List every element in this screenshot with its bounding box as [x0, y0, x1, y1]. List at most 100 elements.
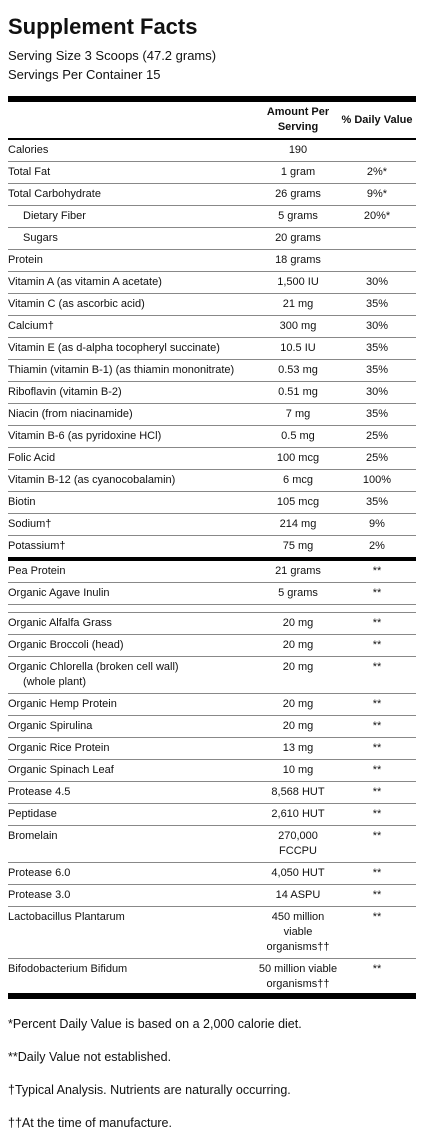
nutrient-name-text: Calories — [8, 144, 49, 156]
nutrient-daily-value: 25% — [338, 447, 416, 470]
nutrient-amount: 270,000 FCCPU — [258, 825, 338, 863]
nutrient-name-text: Vitamin E (as d-alpha tocopheryl succina… — [8, 342, 220, 354]
table-row: Calories 190 — [8, 139, 416, 162]
nutrients-section: Calories 190 Total Fat 1 gram 2%* Total Carbo… — [8, 139, 416, 561]
nutrient-name-text: Folic Acid — [8, 452, 56, 464]
table-row: Organic Alfalfa Grass 20 mg ** — [8, 612, 416, 635]
nutrient-name-text: Organic Broccoli (head) — [8, 639, 124, 651]
nutrient-daily-value: 35% — [338, 491, 416, 514]
nutrient-name-text: Organic Spinach Leaf — [8, 764, 114, 776]
nutrient-amount: 21 mg — [258, 293, 338, 316]
nutrient-amount-text: 1,500 IU — [277, 276, 319, 288]
table-row: Protein 18 grams — [8, 249, 416, 272]
nutrient-name-text: Organic Rice Protein — [8, 742, 110, 754]
table-row: Sodium† 214 mg 9% — [8, 513, 416, 536]
table-row: Folic Acid 100 mcg 25% — [8, 447, 416, 470]
nutrient-daily-value: 9%* — [338, 183, 416, 206]
table-row: Protease 3.0 14 ASPU ** — [8, 884, 416, 907]
nutrient-name: Organic Alfalfa Grass — [8, 612, 258, 635]
footnote: †Typical Analysis. Nutrients are natural… — [8, 1083, 291, 1097]
nutrient-amount: 4,050 HUT — [258, 862, 338, 885]
nutrient-name: Biotin — [8, 491, 258, 514]
nutrient-amount-text: viable — [283, 926, 313, 938]
nutrient-name: Protein — [8, 249, 258, 272]
nutrient-amount-text: 6 mcg — [283, 474, 313, 486]
nutrient-amount-text: organisms†† — [266, 978, 330, 990]
footnotes: *Percent Daily Value is based on a 2,000… — [8, 1015, 416, 1147]
table-row: Lactobacillus Plantarum 450 million viable… — [8, 906, 416, 959]
table-row: Potassium† 75 mg 2% — [8, 535, 416, 561]
nutrient-name: Vitamin E (as d-alpha tocopheryl succina… — [8, 337, 258, 360]
nutrient-name-text: Biotin — [8, 496, 36, 508]
nutrient-amount-text: 7 mg — [285, 408, 311, 420]
table-row: Bifodobacterium Bifidum 50 million viable… — [8, 958, 416, 996]
nutrient-name-text: Lactobacillus Plantarum — [8, 911, 125, 923]
nutrient-amount-text: 300 mg — [279, 320, 317, 332]
nutrient-amount: 20 mg — [258, 693, 338, 716]
section-spacer — [8, 604, 416, 613]
footnote: *Percent Daily Value is based on a 2,000… — [8, 1017, 302, 1031]
nutrient-amount-text: FCCPU — [279, 845, 317, 857]
nutrient-amount-text: 21 grams — [275, 565, 321, 577]
nutrient-name: Vitamin C (as ascorbic acid) — [8, 293, 258, 316]
nutrient-amount-text: 20 grams — [275, 232, 321, 244]
table-row: Vitamin B-12 (as cyanocobalamin) 6 mcg 100… — [8, 469, 416, 492]
nutrient-daily-value: 30% — [338, 315, 416, 338]
nutrient-amount: 450 million viable organisms†† — [258, 906, 338, 959]
nutrient-amount-text: 1 gram — [280, 166, 316, 178]
nutrient-name-text: Total Carbohydrate — [8, 188, 101, 200]
nutrient-amount: 5 grams — [258, 205, 338, 228]
nutrient-amount: 2,610 HUT — [258, 803, 338, 826]
nutrient-name: Lactobacillus Plantarum — [8, 906, 258, 959]
nutrient-name: Folic Acid — [8, 447, 258, 470]
nutrient-name-text: Organic Spirulina — [8, 720, 93, 732]
nutrient-name-text: (whole plant) — [23, 676, 86, 688]
nutrient-amount-text: 20 mg — [282, 661, 314, 673]
footnote: ††At the time of manufacture. — [8, 1116, 172, 1130]
nutrient-daily-value: 35% — [338, 293, 416, 316]
table-row: Vitamin C (as ascorbic acid) 21 mg 35% — [8, 293, 416, 316]
table-row: Vitamin B-6 (as pyridoxine HCl) 0.5 mg 25% — [8, 425, 416, 448]
nutrient-name: Potassium† — [8, 535, 258, 561]
nutrient-amount-text: 20 mg — [282, 698, 314, 710]
nutrient-amount-text: 18 grams — [275, 254, 321, 266]
table-row: Organic Rice Protein 13 mg ** — [8, 737, 416, 760]
nutrient-amount: 1,500 IU — [258, 271, 338, 294]
nutrient-name-text: Organic Alfalfa Grass — [8, 617, 112, 629]
nutrient-name: Riboflavin (vitamin B-2) — [8, 381, 258, 404]
nutrient-daily-value: 30% — [338, 271, 416, 294]
label-header: Supplement Facts Serving Size 3 Scoops (… — [0, 0, 425, 84]
nutrient-amount-text: 0.51 mg — [278, 386, 318, 398]
nutrient-daily-value: ** — [338, 634, 416, 657]
nutrient-name-text: Organic Chlorella (broken cell wall) — [8, 661, 179, 673]
nutrient-amount-text: organisms†† — [266, 941, 330, 953]
table-row: Protease 6.0 4,050 HUT ** — [8, 862, 416, 885]
nutrient-name: Total Fat — [8, 161, 258, 184]
nutrient-amount: 20 mg — [258, 715, 338, 738]
nutrient-daily-value: 35% — [338, 403, 416, 426]
nutrient-name-text: Vitamin B-12 (as cyanocobalamin) — [8, 474, 176, 486]
nutrient-daily-value: 35% — [338, 359, 416, 382]
nutrient-name-text: Bromelain — [8, 830, 58, 842]
nutrient-name: Organic Chlorella (broken cell wall) (who… — [8, 656, 258, 694]
nutrient-daily-value: ** — [338, 803, 416, 826]
top-rule — [8, 96, 416, 102]
nutrient-name-text: Organic Agave Inulin — [8, 587, 110, 599]
nutrient-name: Calcium† — [8, 315, 258, 338]
table-row: Vitamin A (as vitamin A acetate) 1,500 IU… — [8, 271, 416, 294]
nutrient-daily-value: ** — [338, 958, 416, 996]
nutrient-amount: 18 grams — [258, 249, 338, 272]
table-row: Protease 4.5 8,568 HUT ** — [8, 781, 416, 804]
nutrient-amount-text: 2,610 HUT — [271, 808, 325, 820]
nutrient-daily-value: ** — [338, 656, 416, 694]
table-row: Organic Spirulina 20 mg ** — [8, 715, 416, 738]
nutrient-name: Organic Spirulina — [8, 715, 258, 738]
nutrient-amount: 20 grams — [258, 227, 338, 250]
nutrient-daily-value: 2%* — [338, 161, 416, 184]
nutrient-name: Organic Spinach Leaf — [8, 759, 258, 782]
table-row: Vitamin E (as d-alpha tocopheryl succina… — [8, 337, 416, 360]
nutrient-amount: 10.5 IU — [258, 337, 338, 360]
footnote: **Daily Value not established. — [8, 1050, 172, 1064]
table-row: Bromelain 270,000 FCCPU ** — [8, 825, 416, 863]
nutrient-daily-value: ** — [338, 559, 416, 583]
